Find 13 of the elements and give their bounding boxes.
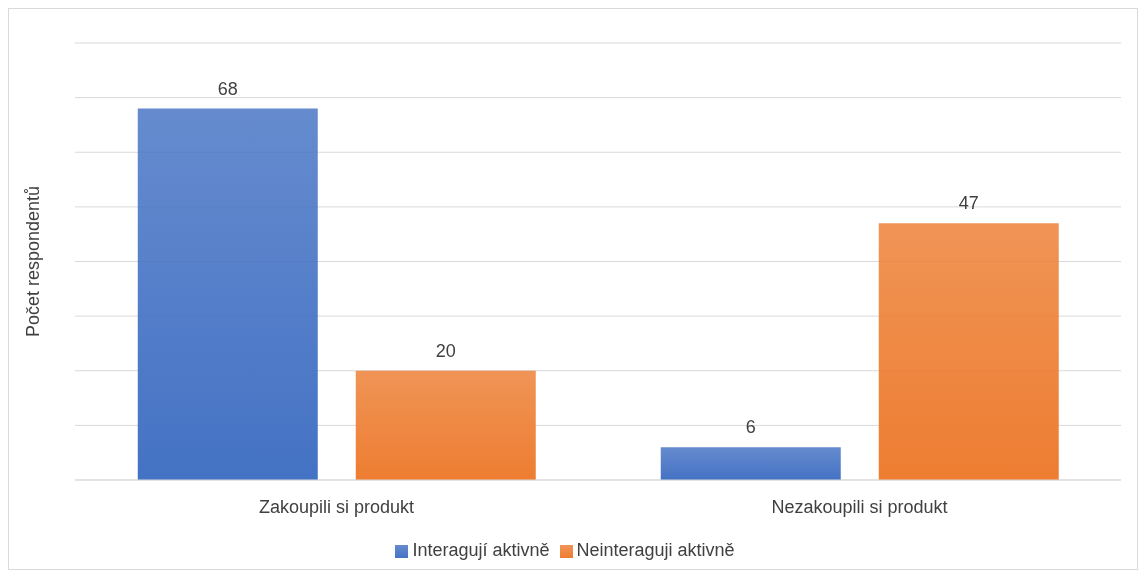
bar <box>137 108 318 480</box>
data-label: 47 <box>958 193 979 214</box>
legend-label: Neinteraguji aktivně <box>576 540 735 560</box>
data-label: 68 <box>217 78 238 99</box>
x-tick-label: Nezakoupili si produkt <box>771 496 948 517</box>
bar <box>355 370 536 480</box>
bar <box>660 447 841 480</box>
x-tick-label: Zakoupili si produkt <box>258 496 415 517</box>
data-label: 6 <box>745 417 756 438</box>
legend-label: Interagují aktivně <box>412 540 550 560</box>
data-label: 20 <box>435 340 456 361</box>
bar <box>878 223 1059 480</box>
y-axis-title: Počet respondentů <box>23 185 44 338</box>
